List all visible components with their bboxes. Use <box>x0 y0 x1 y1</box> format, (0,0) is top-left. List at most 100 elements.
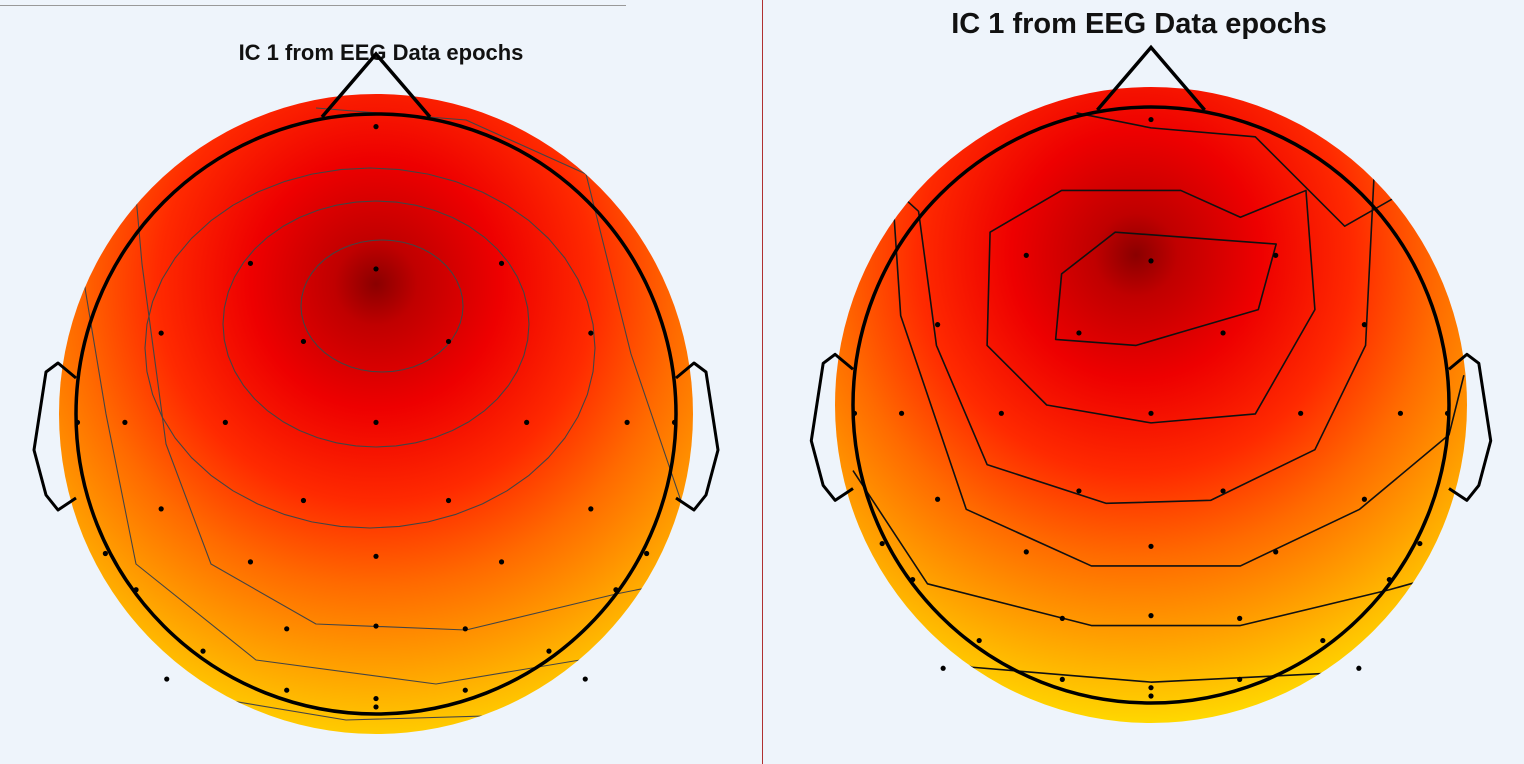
electrode-dot <box>671 419 678 425</box>
electrode-dot <box>624 419 630 425</box>
electrode-dot <box>879 540 885 547</box>
electrode-dot <box>373 124 379 130</box>
contour-line <box>852 470 1465 627</box>
electrode-dot <box>524 419 530 425</box>
electrode-dot <box>247 260 254 266</box>
contour-line <box>1054 231 1277 347</box>
electrode-dot <box>1076 488 1082 494</box>
electrode-dot <box>498 260 505 266</box>
electrode-dot <box>1148 410 1154 416</box>
electrode-dot <box>1273 549 1279 555</box>
electrode-dot <box>898 410 905 416</box>
electrode-dot <box>200 648 206 654</box>
electrode-dot <box>851 410 858 416</box>
electrode-dot <box>1148 613 1154 619</box>
contour-line <box>144 167 596 529</box>
electrode-markers <box>74 124 678 710</box>
contour-line <box>300 239 464 373</box>
electrode-dot <box>1361 322 1367 328</box>
electrode-dot <box>1220 488 1226 494</box>
electrode-dot <box>588 330 594 336</box>
left-topoplot-panel: IC 1 from EEG Data epochs <box>32 40 720 734</box>
electrode-dot <box>300 338 307 345</box>
left-scalp-map <box>32 51 720 734</box>
electrode-dot <box>644 550 650 557</box>
potential-map <box>59 94 693 734</box>
right-scalp-map <box>809 44 1493 723</box>
electrode-dot <box>1417 540 1423 547</box>
electrode-dot <box>940 665 946 671</box>
electrode-dot <box>1397 410 1404 416</box>
electrode-dot <box>1320 637 1326 644</box>
contour-line <box>852 151 1376 505</box>
electrode-dot <box>1220 330 1226 336</box>
electrode-dot <box>373 704 379 710</box>
electrode-dot <box>445 497 452 504</box>
electrode-dot <box>102 550 108 557</box>
electrode-dot <box>582 676 588 682</box>
electrode-dot <box>1148 116 1154 123</box>
electrode-dot <box>1356 665 1362 671</box>
electrode-dot <box>462 626 468 632</box>
right-ear-outline <box>1448 352 1493 502</box>
electrode-dot <box>910 576 916 583</box>
nose-outline <box>320 51 432 119</box>
electrode-dot <box>613 587 619 593</box>
electrode-dot <box>74 419 81 425</box>
electrode-dot <box>935 322 941 328</box>
electrode-dot <box>998 410 1004 416</box>
top-rule <box>0 5 626 6</box>
left-ear-outline <box>32 361 77 512</box>
electrode-dot <box>1237 615 1243 621</box>
electrode-dot <box>498 559 505 565</box>
electrode-dot <box>1148 693 1154 699</box>
electrode-dot <box>1386 576 1392 583</box>
contour-line <box>1076 112 1450 227</box>
electrode-dot <box>1298 410 1304 416</box>
contour-line <box>887 136 1465 567</box>
right-plot-title: IC 1 from EEG Data epochs <box>951 8 1327 40</box>
electrode-dot <box>373 553 379 559</box>
electrode-dot <box>158 506 164 512</box>
head-outline <box>74 112 678 716</box>
electrode-dot <box>222 419 228 425</box>
electrode-dot <box>462 687 468 693</box>
electrode-dot <box>1148 685 1154 691</box>
electrode-dot <box>1059 615 1065 621</box>
electrode-dot <box>1023 549 1029 555</box>
left-ear-outline <box>809 352 854 502</box>
electrode-dot <box>1273 252 1279 258</box>
electrode-dot <box>284 626 290 632</box>
electrode-dot <box>588 506 594 512</box>
panel-divider <box>762 0 763 764</box>
electrode-dot <box>1076 330 1082 336</box>
electrode-dot <box>373 266 379 272</box>
nose-outline <box>1096 44 1206 112</box>
contour-lines <box>837 87 1465 683</box>
electrode-dot <box>976 637 982 644</box>
electrode-dot <box>284 687 290 693</box>
electrode-dot <box>445 338 452 345</box>
electrode-dot <box>1361 496 1367 502</box>
electrode-dot <box>935 496 941 502</box>
electrode-dot <box>1237 676 1243 682</box>
right-ear-outline <box>675 361 720 512</box>
contour-line <box>129 128 692 631</box>
electrode-dot <box>373 695 379 702</box>
electrode-dot <box>164 676 170 682</box>
electrode-dot <box>247 559 254 565</box>
electrode-dot <box>1148 543 1154 549</box>
potential-map <box>835 87 1467 723</box>
electrode-dot <box>1023 252 1029 258</box>
electrode-dot <box>300 497 307 504</box>
head-outline <box>851 105 1451 705</box>
electrode-dot <box>373 623 379 629</box>
electrode-dot <box>1148 258 1154 264</box>
electrode-dot <box>373 419 379 425</box>
electrode-markers <box>851 116 1451 699</box>
right-topoplot-panel: IC 1 from EEG Data epochs <box>764 0 1524 764</box>
electrode-dot <box>1444 410 1451 416</box>
electrode-dot <box>158 330 164 336</box>
electrode-dot <box>1059 676 1065 682</box>
electrode-dot <box>122 419 128 425</box>
